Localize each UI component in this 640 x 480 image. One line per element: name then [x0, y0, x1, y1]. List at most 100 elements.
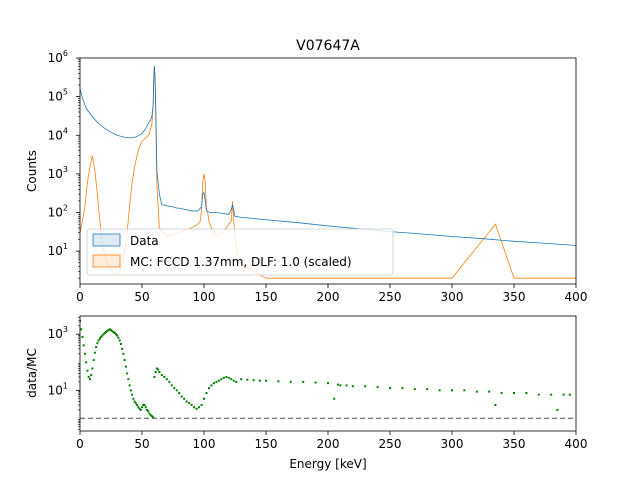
ratio-point	[364, 385, 367, 388]
ratio-point	[227, 376, 230, 379]
bottom-x-tick-label: 350	[503, 437, 526, 451]
ratio-point	[144, 406, 147, 409]
ratio-point	[106, 330, 109, 333]
ratio-point	[168, 380, 171, 383]
ratio-point	[113, 332, 116, 335]
legend-label-mc: MC: FCCD 1.37mm, DLF: 1.0 (scaled)	[130, 255, 352, 269]
ratio-point	[475, 390, 478, 393]
ratio-point	[108, 328, 111, 331]
legend-swatch-mc	[92, 254, 121, 268]
top-x-tick-label: 200	[317, 290, 340, 304]
ratio-point	[91, 367, 94, 370]
ratio-point	[220, 378, 223, 381]
ratio-series-layer	[80, 319, 576, 420]
legend: Data MC: FCCD 1.37mm, DLF: 1.0 (scaled)	[86, 228, 394, 276]
ratio-point	[150, 415, 153, 418]
ratio-point	[215, 380, 218, 383]
ratio-point	[96, 342, 99, 345]
ratio-point	[138, 407, 141, 410]
ratio-point	[107, 329, 110, 332]
bottom-x-tick-label: 150	[255, 437, 278, 451]
bottom-x-tick-label: 200	[317, 437, 340, 451]
ratio-point	[222, 376, 225, 379]
ratio-point	[339, 384, 342, 387]
bottom-x-tick-label: 50	[134, 437, 149, 451]
bottom-y-axis: 101 103	[48, 317, 80, 430]
ratio-point	[562, 393, 565, 396]
bottom-x-tick-label: 300	[441, 437, 464, 451]
ratio-point	[149, 414, 152, 417]
top-y-tick-label: 104	[48, 126, 68, 142]
top-y-tick-label: 105	[48, 88, 68, 104]
ratio-point	[413, 388, 416, 391]
ratio-point	[95, 346, 98, 349]
ratio-point	[240, 378, 243, 381]
top-panel: V07647A 0 50 100 150 200 250 300 350 400 1011021…	[25, 38, 587, 304]
ratio-point	[114, 333, 117, 336]
ratio-point	[207, 387, 210, 390]
ratio-point	[230, 378, 233, 381]
top-y-axis: 101 102 103 104 105 106	[48, 49, 80, 279]
ratio-point	[525, 392, 528, 395]
top-x-tick-label: 350	[503, 290, 526, 304]
ratio-point	[92, 359, 95, 362]
ratio-point	[134, 402, 137, 405]
ratio-point	[246, 378, 249, 381]
ratio-point	[376, 386, 379, 389]
ratio-point	[277, 380, 280, 383]
ratio-point	[81, 335, 84, 338]
ratio-point	[438, 389, 441, 392]
top-x-tick-label: 50	[134, 290, 149, 304]
ratio-point	[165, 378, 168, 381]
ratio-point	[163, 375, 166, 378]
ratio-point	[119, 342, 122, 345]
ratio-point	[80, 328, 83, 331]
top-x-tick-label: 150	[255, 290, 278, 304]
series-line-data	[80, 65, 576, 246]
ratio-point	[88, 378, 91, 381]
ratio-point	[87, 375, 90, 378]
ratio-point	[205, 392, 208, 395]
ratio-point	[111, 330, 114, 333]
ratio-point	[121, 347, 124, 350]
ratio-point	[124, 365, 127, 368]
ratio-point	[217, 379, 220, 382]
ratio-point	[193, 406, 196, 409]
top-x-tick-label: 100	[193, 290, 216, 304]
ratio-point	[123, 359, 126, 362]
ratio-point	[155, 367, 158, 370]
ratio-point	[158, 371, 161, 374]
ratio-point	[137, 406, 140, 409]
ratio-point	[133, 400, 136, 403]
ratio-point	[143, 404, 146, 406]
ratio-point	[351, 385, 354, 388]
ratio-point	[198, 406, 201, 409]
top-y-axis-label: Counts	[25, 150, 39, 192]
ratio-point	[136, 404, 139, 406]
ratio-point	[212, 382, 215, 385]
ratio-point	[101, 334, 104, 337]
ratio-point	[152, 416, 155, 419]
ratio-point	[345, 384, 348, 387]
ratio-point	[129, 389, 132, 392]
ratio-point	[225, 375, 228, 378]
ratio-point	[145, 408, 148, 411]
ratio-point	[103, 332, 106, 335]
chart-title: V07647A	[296, 38, 360, 54]
ratio-point	[463, 389, 466, 392]
ratio-point	[170, 384, 173, 387]
ratio-point	[389, 387, 391, 390]
top-x-tick-label: 300	[441, 290, 464, 304]
ratio-point	[401, 387, 404, 390]
ratio-point	[112, 331, 115, 334]
ratio-point	[100, 335, 103, 338]
ratio-point	[80, 319, 81, 322]
ratio-point	[83, 352, 86, 355]
ratio-point	[327, 382, 329, 385]
ratio-point	[183, 397, 186, 400]
top-y-tick-label: 101	[48, 242, 68, 258]
ratio-point	[314, 381, 317, 384]
ratio-point	[175, 389, 178, 392]
bottom-y-tick-label: 103	[48, 325, 68, 341]
